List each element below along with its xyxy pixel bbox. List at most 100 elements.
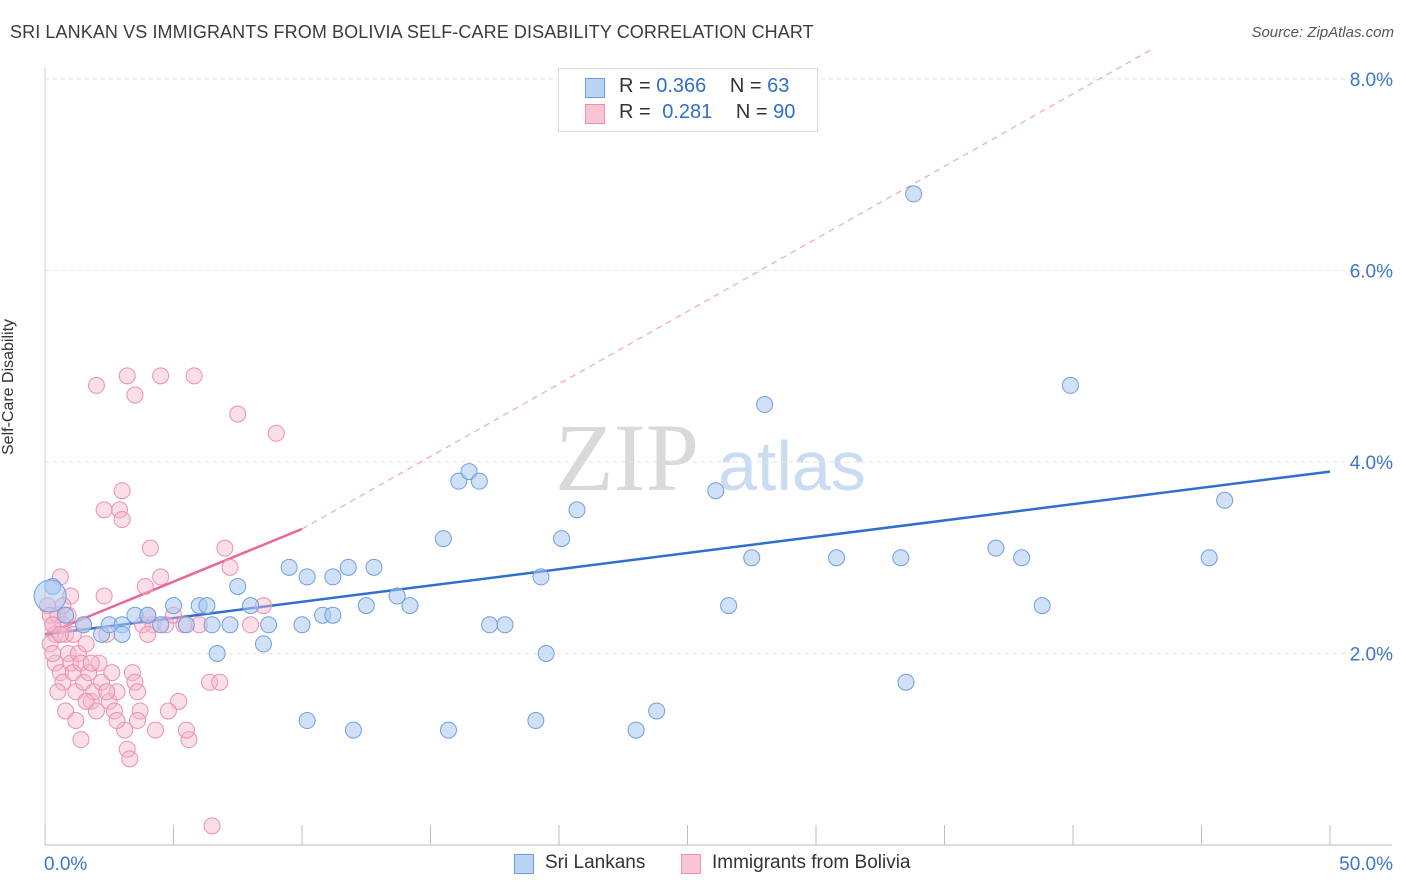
data-point-sri-lankans — [1061, 376, 1079, 394]
data-point-sri-lankans — [388, 587, 406, 605]
data-point-bolivia — [129, 683, 147, 701]
data-point-bolivia — [46, 654, 64, 672]
data-point-bolivia — [108, 683, 126, 701]
data-point-bolivia — [242, 616, 260, 634]
data-point-bolivia — [203, 817, 221, 835]
legend-box: R = 0.366 N = 63 R = 0.281 N = 90 — [558, 68, 818, 132]
data-point-bolivia — [121, 750, 139, 768]
data-point-sri-lankans — [280, 558, 298, 576]
data-point-bolivia — [229, 405, 247, 423]
data-point-bolivia — [152, 568, 170, 586]
data-point-bolivia — [95, 501, 113, 519]
data-point-sri-lankans — [242, 597, 260, 615]
data-point-sri-lankans — [75, 616, 93, 634]
data-point-bolivia — [177, 721, 195, 739]
data-point-sri-lankans — [357, 597, 375, 615]
data-point-sri-lankans — [293, 616, 311, 634]
data-point-bolivia — [113, 482, 131, 500]
data-point-sri-lankans — [892, 549, 910, 567]
data-point-sri-lankans — [627, 721, 645, 739]
data-point-bolivia — [108, 712, 126, 730]
data-point-sri-lankans — [229, 577, 247, 595]
data-point-sri-lankans — [177, 616, 195, 634]
legend-swatch-pink — [585, 104, 605, 124]
data-point-bolivia — [82, 692, 100, 710]
x-tick-label: 50.0% — [1339, 854, 1393, 875]
data-point-sri-lankans — [298, 712, 316, 730]
data-point-sri-lankans — [165, 597, 182, 615]
data-point-bolivia — [200, 673, 218, 691]
data-point-sri-lankans — [198, 597, 216, 615]
data-point-sri-lankans — [57, 606, 75, 624]
data-point-sri-lankans — [401, 597, 419, 615]
data-point-sri-lankans — [365, 558, 383, 576]
data-point-sri-lankans — [532, 568, 550, 586]
data-point-bolivia — [113, 510, 131, 528]
data-point-bolivia — [216, 539, 234, 557]
data-point-bolivia — [129, 712, 147, 730]
data-point-sri-lankans — [470, 472, 488, 490]
data-point-bolivia — [118, 740, 136, 758]
data-point-bolivia — [126, 386, 144, 404]
data-point-sri-lankans — [33, 579, 67, 613]
legend-r-value: 0.281 — [662, 101, 713, 123]
data-point-sri-lankans — [553, 530, 571, 548]
data-point-bolivia — [51, 625, 69, 643]
data-point-sri-lankans — [152, 616, 170, 634]
y-tick-label: 8.0% — [1350, 70, 1393, 91]
data-point-sri-lankans — [756, 396, 774, 414]
data-point-bolivia — [103, 664, 121, 682]
bottom-legend-sri-lankans: Sri Lankans — [545, 852, 646, 873]
data-point-bolivia — [98, 683, 116, 701]
trend-line-bolivia-extrapolated — [301, 49, 1151, 530]
data-point-bolivia — [136, 577, 154, 595]
data-point-bolivia — [123, 664, 141, 682]
legend-n-value: 90 — [773, 101, 796, 123]
data-point-bolivia — [180, 731, 198, 749]
data-point-sri-lankans — [1216, 491, 1234, 509]
y-tick-label: 6.0% — [1350, 262, 1393, 283]
data-point-bolivia — [77, 692, 95, 710]
data-point-sri-lankans — [434, 530, 452, 548]
data-point-bolivia — [87, 376, 105, 394]
legend-n-value: 63 — [767, 75, 790, 97]
legend-swatch-blue — [585, 78, 605, 98]
data-point-sri-lankans — [987, 539, 1005, 557]
data-point-sri-lankans — [905, 185, 923, 203]
data-point-sri-lankans — [139, 606, 157, 624]
data-point-sri-lankans — [1200, 549, 1218, 567]
data-point-bolivia — [152, 367, 170, 385]
data-point-bolivia — [49, 683, 67, 701]
bottom-legend-swatch-blue — [514, 854, 534, 874]
data-point-bolivia — [72, 731, 90, 749]
data-point-sri-lankans — [743, 549, 761, 567]
trend-line-bolivia — [44, 527, 303, 636]
data-point-sri-lankans — [254, 635, 272, 653]
data-point-sri-lankans — [344, 721, 362, 739]
data-point-sri-lankans — [203, 616, 221, 634]
data-point-bolivia — [126, 673, 144, 691]
data-point-sri-lankans — [260, 616, 278, 634]
data-point-bolivia — [141, 539, 159, 557]
legend-r-label: R = — [619, 101, 657, 123]
data-point-bolivia — [159, 702, 177, 720]
legend-r-value: 0.366 — [656, 75, 707, 97]
data-point-bolivia — [77, 635, 95, 653]
watermark-atlas: atlas — [718, 427, 866, 505]
data-point-sri-lankans — [1033, 597, 1051, 615]
data-point-sri-lankans — [720, 597, 738, 615]
data-point-sri-lankans — [828, 549, 846, 567]
legend-n-label: N = — [729, 75, 768, 97]
data-point-bolivia — [111, 501, 129, 519]
legend-n-label: N = — [735, 101, 774, 123]
legend-r-label: R = — [619, 75, 657, 97]
data-point-sri-lankans — [324, 568, 342, 586]
data-point-sri-lankans — [439, 721, 457, 739]
data-point-sri-lankans — [324, 606, 342, 624]
data-point-sri-lankans — [496, 616, 514, 634]
data-point-sri-lankans — [113, 625, 131, 643]
bottom-legend-swatch-pink — [681, 854, 701, 874]
data-point-bolivia — [147, 721, 165, 739]
data-point-bolivia — [211, 673, 229, 691]
